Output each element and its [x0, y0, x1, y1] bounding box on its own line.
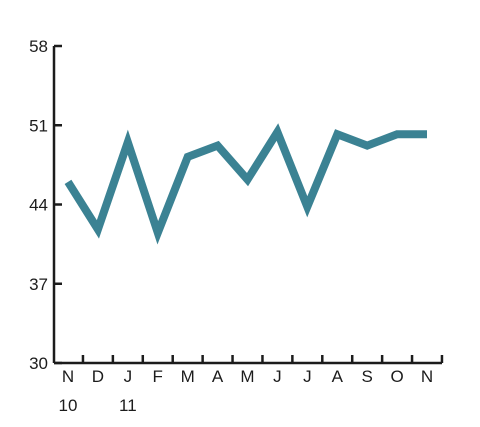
x-tick-label: A: [212, 367, 224, 386]
x-tick-label: J: [303, 367, 312, 386]
y-tick-label: 30: [29, 354, 48, 373]
x-tick-label: A: [332, 367, 344, 386]
y-tick-label: 37: [29, 275, 48, 294]
x-tick-label: M: [181, 367, 195, 386]
y-tick-label: 44: [29, 196, 48, 215]
x-tick-label: F: [153, 367, 163, 386]
x-tick-label: M: [240, 367, 254, 386]
y-tick-label: 58: [29, 37, 48, 56]
x-year-label: 10: [59, 396, 78, 415]
x-tick-label: O: [390, 367, 403, 386]
series-group: [64, 123, 427, 245]
x-year-label: 11: [119, 396, 137, 415]
x-tick-label: D: [92, 367, 104, 386]
x-axis: N D J F M A M J J A S O N10 11: [54, 355, 444, 415]
x-tick-label: N: [421, 367, 433, 386]
y-axis: 30 37 44 51 58: [29, 37, 62, 373]
x-tick-label: S: [361, 367, 372, 386]
x-tick-label: J: [273, 367, 282, 386]
series-line: [64, 123, 427, 245]
x-tick-label: N: [62, 367, 74, 386]
y-tick-label: 51: [29, 116, 48, 135]
x-tick-label: J: [124, 367, 133, 386]
